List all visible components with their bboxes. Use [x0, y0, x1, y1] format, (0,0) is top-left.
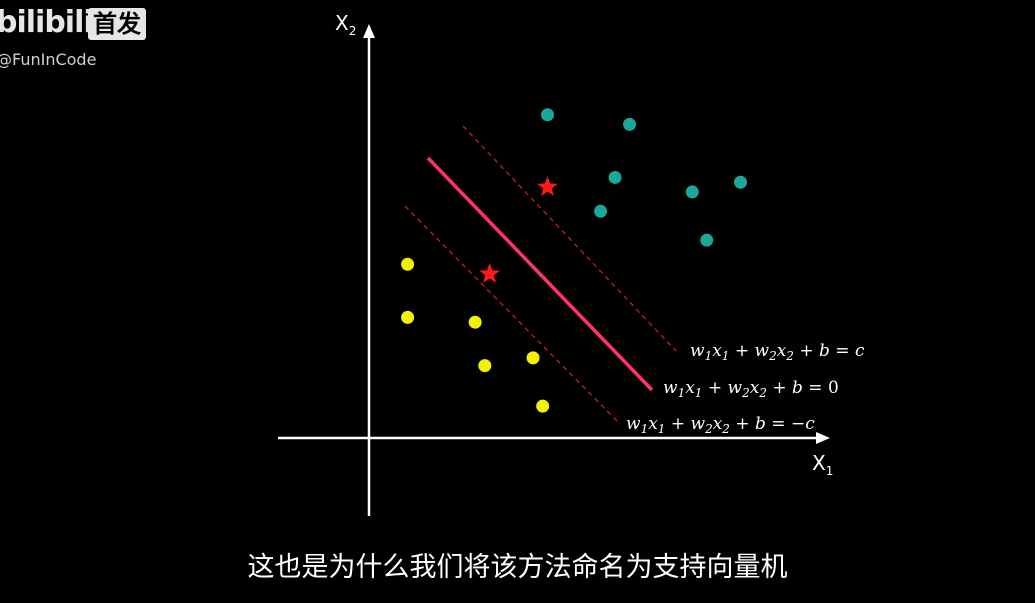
negative-class-point	[401, 310, 415, 324]
x-axis-arrowhead	[816, 432, 830, 444]
support-vector-star	[479, 263, 501, 283]
upper-margin-line	[462, 125, 677, 352]
positive-class-point	[734, 175, 748, 189]
lower-margin-line	[404, 205, 621, 425]
y-axis-label: X2	[335, 11, 356, 38]
negative-class-point	[401, 257, 415, 271]
positive-class-point	[700, 233, 714, 247]
x-axis-label: X1	[812, 451, 833, 478]
bilibili-watermark: bilibili 首发 @FunInCode	[0, 0, 170, 80]
bilibili-logo: bilibili	[0, 5, 94, 40]
positive-class-point	[594, 204, 608, 218]
upper-margin-equation: w1x1 + w2x2 + b = c	[690, 341, 865, 363]
positive-class-point	[608, 170, 622, 184]
lower-margin-equation: w1x1 + w2x2 + b = −c	[626, 414, 815, 436]
negative-class-point	[526, 351, 540, 365]
hyperplane-equation: w1x1 + w2x2 + b = 0	[663, 378, 839, 400]
positive-class-point	[685, 185, 699, 199]
negative-class-point	[478, 359, 492, 373]
positive-class-point	[541, 108, 555, 122]
first-release-badge: 首发	[88, 8, 146, 40]
negative-class-point	[468, 315, 482, 329]
negative-class-point	[536, 399, 550, 413]
subtitle-caption: 这也是为什么我们将该方法命名为支持向量机	[247, 552, 788, 583]
uploader-handle: @FunInCode	[0, 50, 97, 69]
y-axis-arrowhead	[363, 24, 375, 38]
data-points	[401, 108, 748, 413]
hyperplane-line	[426, 156, 654, 392]
support-vector-star	[537, 176, 558, 196]
positive-class-point	[623, 117, 637, 131]
